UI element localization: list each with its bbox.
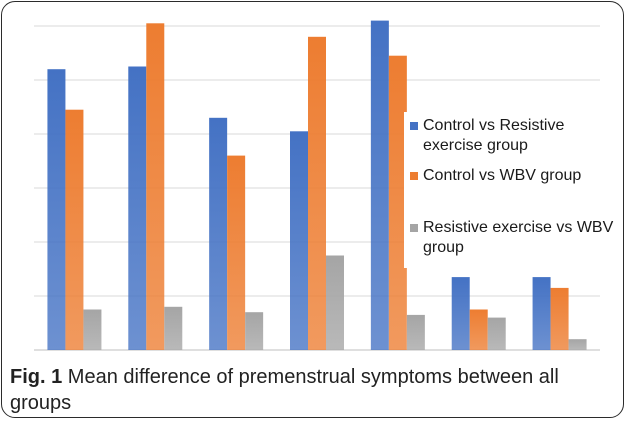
- caption-label: Fig. 1: [10, 366, 63, 388]
- figure-caption: Fig. 1 Mean difference of premenstrual s…: [10, 364, 570, 416]
- bar-series-2-group-3: [227, 155, 246, 350]
- legend-label-3: Resistive exercise vs WBV group: [423, 219, 614, 256]
- bar-series-1-group-1: [47, 69, 66, 350]
- bar-series-1-group-7: [532, 277, 551, 350]
- bar-series-1-group-6: [451, 277, 470, 350]
- legend-swatch-1: [410, 122, 418, 130]
- bar-series-2-group-6: [469, 309, 488, 350]
- bar-series-3-group-4: [326, 255, 344, 350]
- legend-background: [404, 112, 600, 268]
- bar-series-2-group-4: [308, 36, 326, 351]
- bar-series-1-group-5: [370, 20, 389, 350]
- bar-series-3-group-2: [164, 306, 183, 350]
- legend-label-2: Control vs WBV group: [423, 167, 581, 184]
- bar-series-1-group-4: [290, 131, 308, 350]
- bar-series-2-group-1: [65, 109, 84, 350]
- legend-swatch-2: [410, 172, 418, 180]
- bar-series-3-group-5: [406, 314, 425, 350]
- bars: [47, 20, 587, 351]
- legend-swatch-3: [410, 224, 418, 232]
- bar-series-1-group-2: [128, 66, 147, 350]
- bar-series-3-group-3: [245, 312, 264, 350]
- bar-series-1-group-3: [209, 117, 228, 350]
- legend-label-1: Control vs Resistive exercise group: [423, 117, 564, 154]
- caption-text: Mean difference of premenstrual symptoms…: [10, 366, 559, 414]
- bar-series-2-group-5: [388, 55, 407, 350]
- bar-series-2-group-7: [550, 287, 569, 350]
- bar-series-3-group-1: [83, 309, 102, 350]
- bar-series-2-group-2: [146, 23, 165, 351]
- bar-series-3-group-7: [568, 339, 587, 350]
- legend: Control vs Resistive exercise group Contro…: [404, 112, 614, 268]
- bar-series-3-group-6: [487, 317, 506, 350]
